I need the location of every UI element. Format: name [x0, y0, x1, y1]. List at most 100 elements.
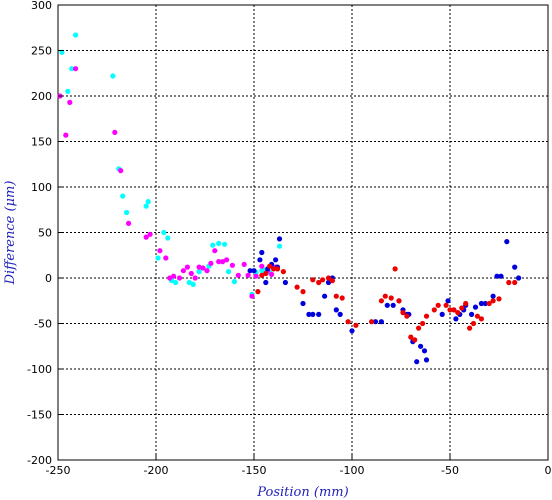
data-point: [470, 320, 477, 327]
data-point: [229, 262, 235, 268]
data-point: [167, 275, 173, 281]
data-point: [231, 279, 237, 285]
data-point: [251, 268, 257, 274]
x-tick-label: -50: [441, 464, 459, 477]
x-tick-label: 0: [545, 464, 552, 477]
data-point: [157, 248, 163, 254]
data-point: [165, 235, 171, 241]
x-tick-label: -150: [242, 464, 267, 477]
data-point: [400, 310, 406, 316]
data-point: [196, 264, 202, 270]
y-axis-title: Difference (μm): [3, 181, 18, 286]
data-point: [382, 293, 388, 299]
data-point: [294, 284, 300, 290]
data-point: [184, 264, 190, 270]
data-point: [216, 240, 222, 246]
data-point: [276, 236, 283, 242]
data-point: [245, 272, 251, 278]
data-point: [423, 313, 430, 319]
data-point: [418, 343, 424, 349]
data-point: [190, 281, 196, 287]
data-point: [263, 270, 269, 277]
data-point: [163, 255, 169, 261]
data-point: [320, 277, 326, 283]
data-point: [512, 279, 518, 286]
data-point: [282, 279, 288, 286]
data-point: [474, 313, 480, 319]
data-point: [482, 300, 488, 307]
data-point: [65, 88, 71, 94]
data-point: [443, 302, 449, 308]
data-point: [200, 265, 206, 271]
data-point: [155, 255, 161, 261]
data-point: [210, 242, 216, 248]
data-point: [216, 259, 222, 265]
data-point: [253, 273, 259, 279]
data-points: [57, 32, 522, 365]
data-point: [416, 325, 422, 331]
data-point: [378, 298, 384, 304]
data-point: [439, 311, 445, 317]
data-point: [276, 243, 283, 249]
y-tick-label: 250: [31, 45, 52, 58]
data-point: [273, 257, 279, 263]
x-tick-label: -250: [46, 464, 71, 477]
x-axis: -250 -200 -150 -100 -50 0: [46, 454, 552, 477]
data-point: [369, 319, 375, 325]
data-point: [180, 268, 186, 274]
data-point: [63, 132, 69, 138]
data-point: [345, 319, 351, 325]
data-point: [110, 73, 116, 79]
data-point: [225, 269, 232, 275]
data-point: [396, 298, 402, 304]
data-point: [241, 261, 247, 267]
data-point: [478, 300, 484, 307]
y-tick-label: 200: [31, 90, 52, 103]
x-axis-title: Position (mm): [256, 485, 348, 500]
data-point: [73, 66, 79, 72]
data-point: [469, 311, 475, 317]
data-point: [204, 268, 210, 274]
data-point: [310, 277, 316, 283]
data-point: [472, 304, 479, 310]
y-tick-label: -200: [27, 454, 52, 467]
data-point: [173, 279, 179, 286]
data-point: [259, 249, 265, 256]
data-point: [269, 271, 275, 277]
data-point: [496, 296, 502, 302]
data-point: [486, 300, 492, 307]
y-tick-label: -50: [34, 318, 52, 331]
data-point: [208, 260, 214, 266]
data-point: [186, 279, 192, 286]
data-point: [171, 273, 177, 279]
data-point: [176, 275, 183, 281]
x-tick-label: -100: [340, 464, 365, 477]
data-point: [504, 239, 510, 245]
data-point: [404, 313, 410, 319]
data-point: [143, 234, 149, 240]
data-point: [490, 298, 496, 304]
data-point: [423, 357, 430, 363]
data-point: [126, 220, 132, 226]
data-point: [412, 337, 418, 343]
y-tick-label: 50: [38, 227, 52, 240]
data-point: [325, 275, 332, 281]
data-point: [161, 229, 167, 236]
data-point: [222, 241, 228, 247]
data-point: [192, 275, 198, 281]
data-point: [73, 32, 79, 38]
data-point: [453, 316, 459, 322]
data-point: [408, 334, 414, 340]
data-point: [145, 199, 151, 205]
data-point: [353, 322, 359, 328]
data-point: [300, 300, 306, 307]
data-point: [143, 203, 149, 209]
data-point: [325, 279, 332, 286]
data-point: [490, 293, 496, 299]
data-point: [212, 248, 218, 254]
data-point: [147, 231, 153, 237]
data-point: [339, 295, 345, 301]
data-point: [329, 278, 335, 284]
data-point: [378, 319, 384, 325]
